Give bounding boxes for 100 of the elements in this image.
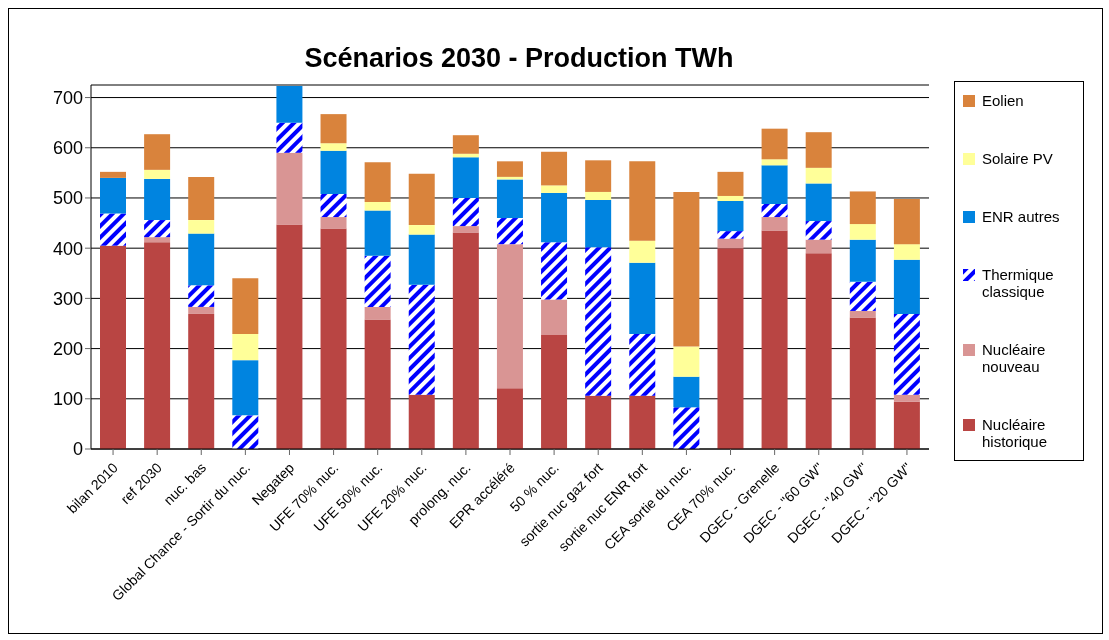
bar: [673, 346, 700, 377]
bar: [232, 334, 259, 361]
bar: [805, 221, 832, 240]
bar: [408, 394, 435, 449]
legend-label: Thermique classique: [982, 266, 1055, 300]
bar: [893, 198, 920, 245]
y-tick-label: 300: [52, 288, 83, 309]
bar: [100, 171, 126, 178]
bar: [188, 233, 215, 286]
bar: [805, 167, 832, 184]
bar: [761, 159, 788, 166]
bar: [893, 394, 920, 402]
bar: [629, 161, 656, 241]
bar: [232, 415, 259, 449]
bar: [364, 255, 391, 307]
legend-label: Nucléaire nouveau: [982, 341, 1047, 375]
bar: [364, 201, 391, 211]
bar: [849, 191, 876, 225]
bar: [585, 395, 612, 449]
bar: [364, 319, 391, 449]
bar: [541, 335, 568, 449]
y-tick-label: 400: [52, 238, 83, 259]
bar: [717, 171, 744, 196]
bar: [188, 176, 215, 221]
bar: [541, 242, 568, 300]
bar: [320, 217, 347, 229]
bar: [717, 248, 744, 449]
bar: [849, 281, 876, 311]
bar: [496, 388, 523, 449]
bar: [408, 284, 435, 395]
bar: [144, 178, 171, 221]
bar: [849, 317, 876, 449]
bar: [144, 134, 171, 170]
legend-label: ENR autres: [982, 208, 1061, 225]
bar: [452, 135, 479, 154]
legend-label: Eolien: [982, 92, 1025, 109]
bar: [232, 360, 259, 416]
bar: [144, 169, 171, 179]
bar: [761, 230, 788, 449]
bar: [585, 160, 612, 192]
bar: [100, 213, 126, 246]
bar: [276, 152, 303, 225]
bar: [761, 203, 788, 218]
bar: [585, 199, 612, 248]
bar: [849, 310, 876, 318]
bar: [452, 197, 479, 227]
y-tick-label: 500: [52, 188, 83, 209]
bar: [673, 376, 700, 408]
bar: [100, 245, 126, 449]
bar: [673, 407, 700, 449]
bar: [717, 200, 744, 232]
bar: [849, 224, 876, 240]
bar: [629, 262, 656, 335]
bar: [320, 228, 347, 449]
bar: [452, 232, 479, 449]
bar: [188, 285, 215, 307]
bar: [144, 220, 171, 238]
bar: [188, 220, 215, 234]
bar: [541, 299, 568, 336]
bar: [408, 225, 435, 235]
bar: [629, 334, 656, 396]
bar: [849, 239, 876, 282]
bar: [805, 239, 832, 254]
bar: [761, 165, 788, 204]
bar: [805, 253, 832, 449]
y-tick-label: 600: [52, 138, 83, 159]
bar: [276, 224, 303, 449]
legend-label: Nucléaire historique: [982, 416, 1049, 450]
bar: [893, 244, 920, 260]
bar: [496, 161, 523, 177]
bar: [673, 191, 700, 347]
bar: [320, 193, 347, 218]
bar: [144, 242, 171, 449]
bar: [805, 183, 832, 222]
bar: [452, 226, 479, 233]
bar: [629, 395, 656, 449]
bar: [496, 244, 523, 389]
bar: [717, 238, 744, 249]
bar: [188, 313, 215, 449]
bar: [100, 177, 126, 214]
bar: [408, 173, 435, 226]
bar: [496, 179, 523, 219]
y-tick-label: 200: [52, 338, 83, 359]
bar: [629, 240, 656, 263]
bar: [541, 151, 568, 186]
bar: [364, 306, 391, 320]
bar: [761, 128, 788, 160]
y-tick-label: 700: [52, 87, 83, 108]
bar: [144, 237, 171, 243]
bar: [408, 234, 435, 285]
bar: [364, 210, 391, 256]
bar: [188, 306, 215, 314]
bar: [320, 114, 347, 144]
bar: [805, 132, 832, 168]
bar: [893, 401, 920, 449]
bar: [717, 231, 744, 239]
bar: [893, 313, 920, 395]
bar: [541, 185, 568, 193]
bar: [541, 192, 568, 243]
bar: [276, 122, 303, 153]
